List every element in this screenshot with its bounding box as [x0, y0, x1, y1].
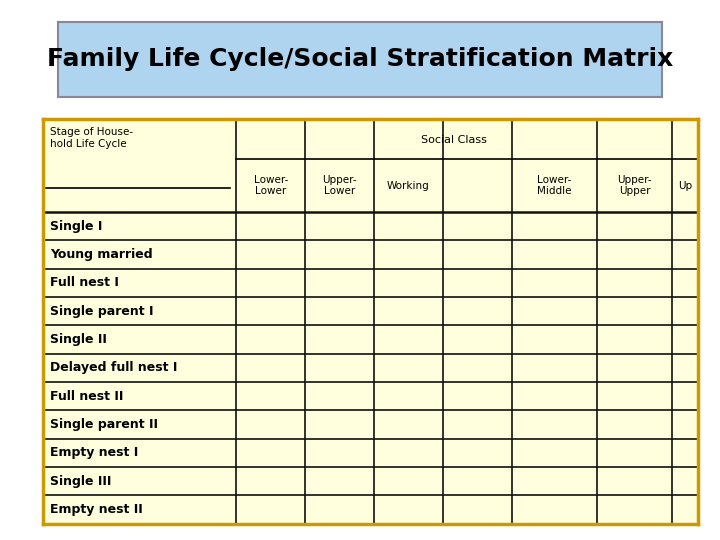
- Text: Stage of House-
hold Life Cycle: Stage of House- hold Life Cycle: [50, 127, 133, 148]
- Text: Lower-
Middle: Lower- Middle: [537, 175, 572, 197]
- Text: Upper-
Upper: Upper- Upper: [617, 175, 652, 197]
- Text: Single I: Single I: [50, 220, 102, 233]
- Text: Working: Working: [387, 180, 430, 191]
- Text: Young married: Young married: [50, 248, 153, 261]
- Text: Lower-
Lower: Lower- Lower: [253, 175, 288, 197]
- Text: Social Class: Social Class: [421, 135, 487, 145]
- Text: Single II: Single II: [50, 333, 107, 346]
- Text: Empty nest II: Empty nest II: [50, 503, 143, 516]
- Text: Delayed full nest I: Delayed full nest I: [50, 361, 177, 374]
- Text: Family Life Cycle/Social Stratification Matrix: Family Life Cycle/Social Stratification …: [47, 48, 673, 71]
- Text: Upper-
Lower: Upper- Lower: [323, 175, 357, 197]
- Text: Full nest II: Full nest II: [50, 390, 123, 403]
- Text: Empty nest I: Empty nest I: [50, 447, 138, 460]
- Text: Single III: Single III: [50, 475, 111, 488]
- Text: Single parent I: Single parent I: [50, 305, 153, 318]
- Text: Full nest I: Full nest I: [50, 276, 119, 289]
- Text: Up: Up: [678, 180, 693, 191]
- Text: Single parent II: Single parent II: [50, 418, 158, 431]
